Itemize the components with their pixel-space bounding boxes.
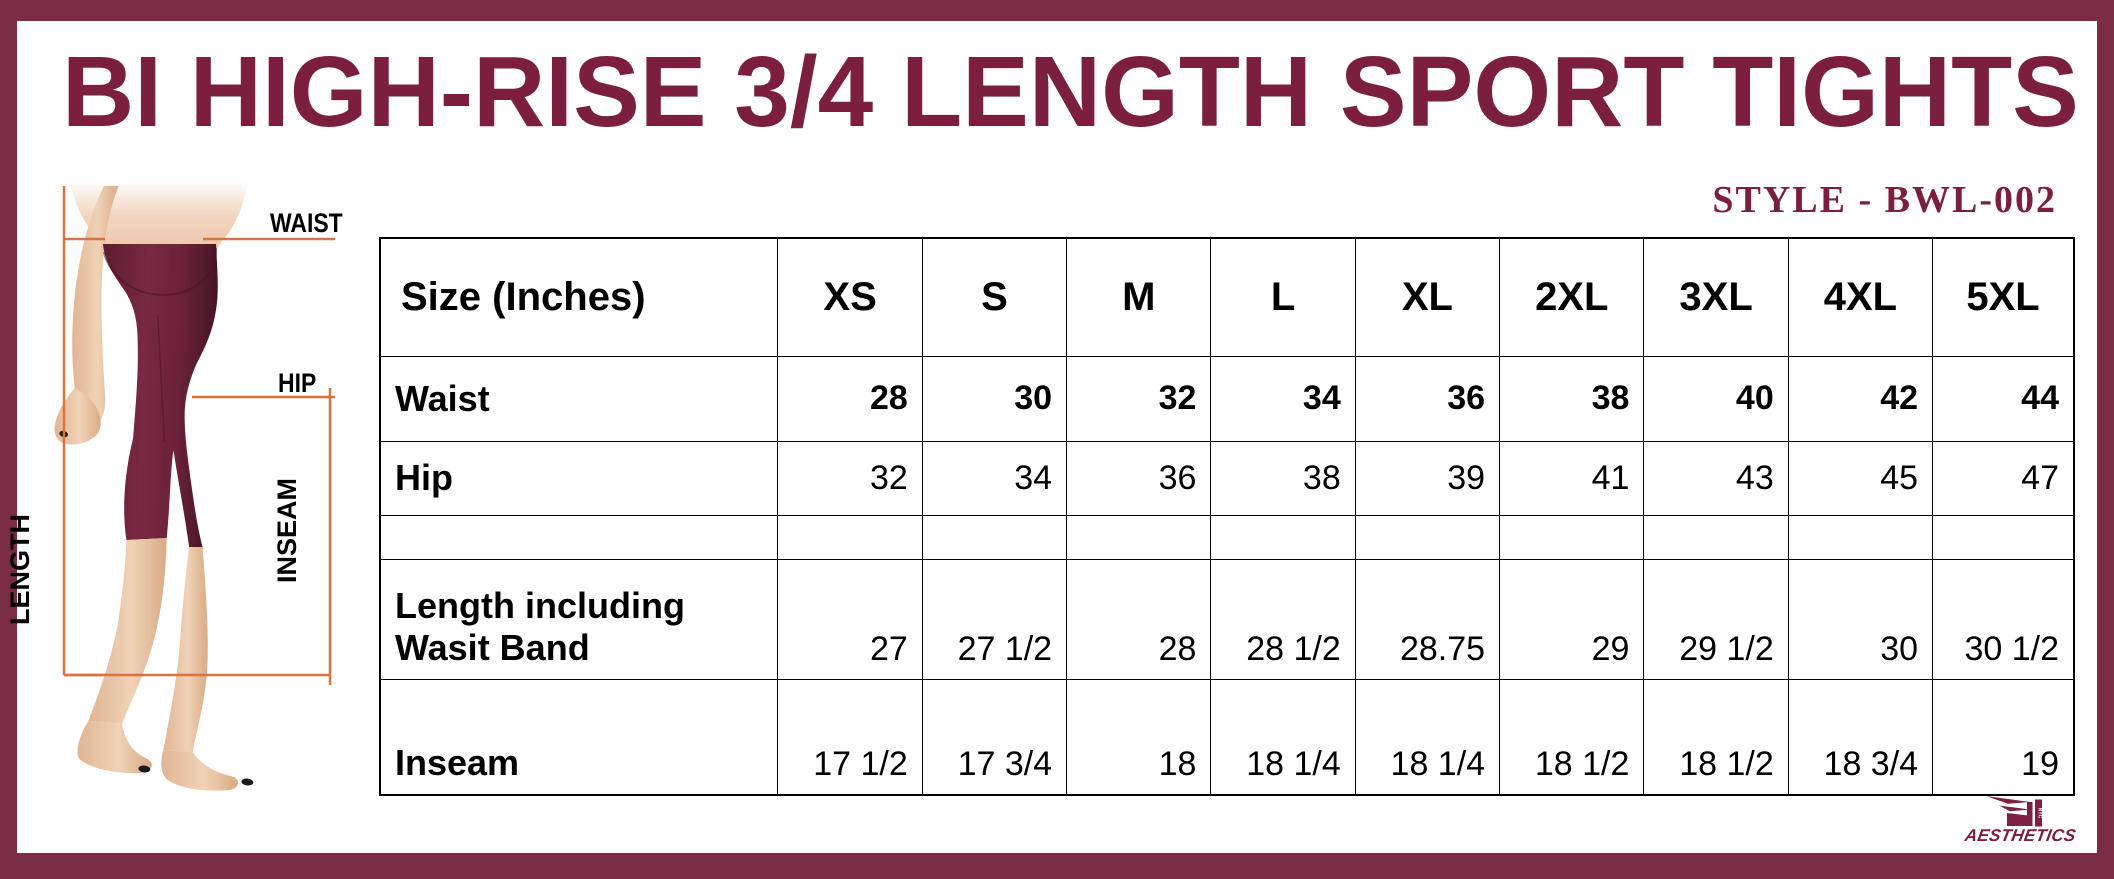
svg-text:NYC: NYC: [2037, 808, 2043, 819]
